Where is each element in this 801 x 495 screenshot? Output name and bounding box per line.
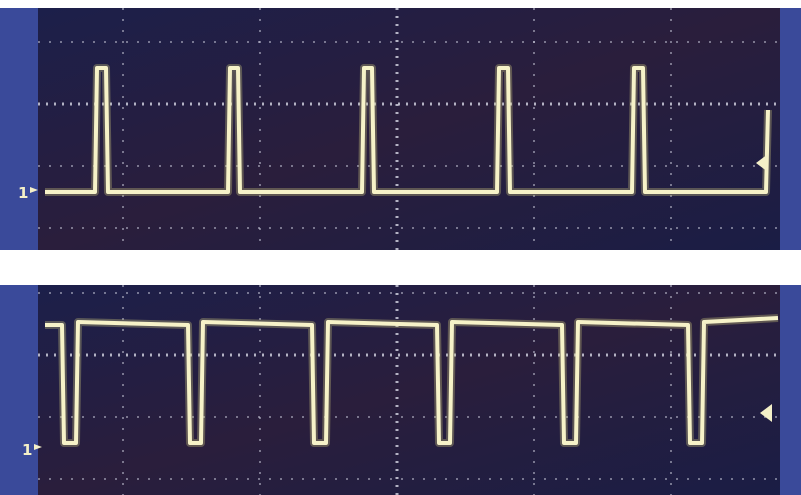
screen: [38, 8, 780, 250]
screen: [38, 285, 780, 495]
channel-label: 1: [22, 441, 32, 459]
oscilloscope-photo: 1 1: [0, 0, 801, 495]
top-screen: 1: [0, 8, 801, 250]
channel-label: 1: [18, 184, 28, 202]
bottom-screen: 1: [0, 285, 801, 495]
